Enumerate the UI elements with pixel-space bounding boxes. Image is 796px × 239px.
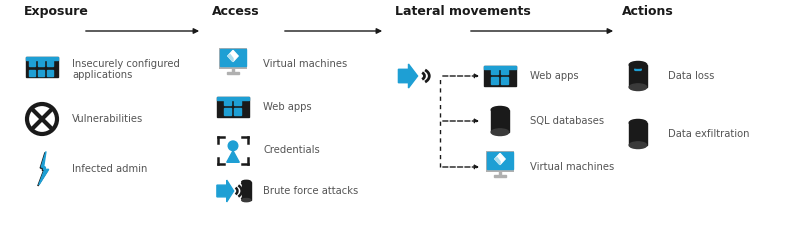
Bar: [629, 123, 647, 145]
Bar: [486, 151, 514, 172]
Text: Credentials: Credentials: [263, 145, 320, 155]
Bar: [219, 48, 248, 69]
Bar: [235, 98, 241, 105]
Text: applications: applications: [72, 70, 132, 80]
Text: Brute force attacks: Brute force attacks: [263, 186, 358, 196]
Text: Data loss: Data loss: [668, 71, 714, 81]
Text: Access: Access: [212, 5, 259, 17]
Text: Virtual machines: Virtual machines: [530, 162, 615, 172]
Bar: [29, 70, 35, 76]
Polygon shape: [495, 158, 500, 165]
Circle shape: [27, 104, 57, 134]
Polygon shape: [495, 153, 505, 165]
Text: Data exfiltration: Data exfiltration: [668, 129, 750, 139]
Bar: [220, 49, 246, 66]
Bar: [227, 72, 240, 74]
Polygon shape: [39, 151, 49, 185]
Bar: [484, 65, 516, 69]
Bar: [242, 182, 251, 200]
Text: Web apps: Web apps: [263, 102, 311, 112]
Bar: [38, 70, 45, 76]
Bar: [224, 108, 231, 115]
Polygon shape: [399, 64, 418, 88]
Polygon shape: [37, 152, 48, 186]
Text: Virtual machines: Virtual machines: [263, 59, 347, 69]
Text: Infected admin: Infected admin: [72, 164, 147, 174]
Bar: [26, 57, 58, 60]
Text: SQL databases: SQL databases: [530, 116, 604, 126]
Bar: [47, 70, 53, 76]
Polygon shape: [217, 180, 234, 202]
Bar: [29, 60, 35, 66]
Bar: [491, 110, 509, 132]
Bar: [217, 97, 249, 100]
Polygon shape: [227, 151, 240, 162]
Text: Vulnerabilities: Vulnerabilities: [72, 114, 143, 124]
Bar: [501, 77, 508, 84]
Bar: [491, 67, 498, 74]
Polygon shape: [228, 50, 238, 62]
Bar: [494, 175, 506, 177]
Ellipse shape: [629, 61, 647, 68]
Ellipse shape: [629, 120, 647, 126]
Ellipse shape: [491, 129, 509, 136]
Text: Exposure: Exposure: [24, 5, 89, 17]
Bar: [47, 60, 53, 66]
Text: Web apps: Web apps: [530, 71, 579, 81]
Bar: [224, 98, 231, 105]
Text: Actions: Actions: [622, 5, 673, 17]
Text: Insecurely configured: Insecurely configured: [72, 59, 180, 69]
Bar: [26, 57, 58, 77]
Bar: [235, 108, 241, 115]
Bar: [38, 60, 45, 66]
Bar: [487, 152, 513, 169]
Bar: [232, 68, 234, 73]
Circle shape: [228, 141, 238, 151]
Bar: [217, 97, 249, 117]
Ellipse shape: [491, 106, 509, 113]
Polygon shape: [228, 55, 233, 62]
Bar: [491, 77, 498, 84]
Ellipse shape: [629, 84, 647, 91]
Bar: [484, 65, 516, 87]
Bar: [501, 67, 508, 74]
Ellipse shape: [242, 180, 251, 184]
Bar: [629, 65, 647, 87]
Bar: [499, 171, 501, 176]
Text: Lateral movements: Lateral movements: [395, 5, 531, 17]
Ellipse shape: [242, 199, 251, 202]
Ellipse shape: [629, 142, 647, 149]
